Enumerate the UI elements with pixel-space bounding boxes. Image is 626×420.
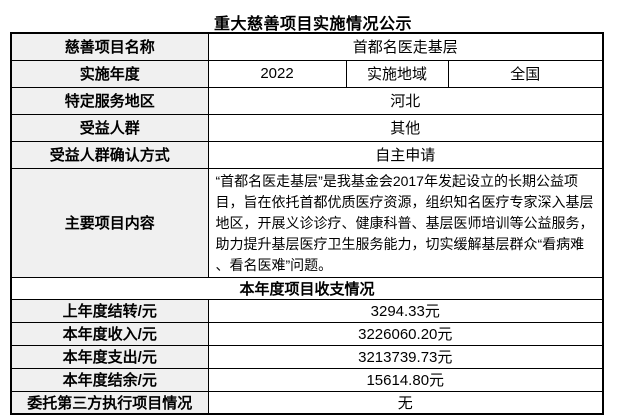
current-year-income-value: 3226060.20元 bbox=[207, 321, 604, 346]
prev-year-carryover-label: 上年度结转/元 bbox=[10, 298, 209, 323]
specific-service-area-value: 河北 bbox=[207, 86, 604, 115]
section-header: 本年度项目收支情况 bbox=[10, 276, 604, 300]
main-content-line: 目，旨在依托首都优质医疗资源，组织知名医疗专家深入基层 bbox=[215, 193, 594, 210]
row-third-party-execution: 委托第三方执行项目情况 无 bbox=[10, 390, 604, 415]
row-current-year-expense: 本年度支出/元 3213739.73元 bbox=[10, 344, 604, 369]
project-name-value: 首都名医走基层 bbox=[207, 32, 604, 61]
row-project-name: 慈善项目名称 首都名医走基层 bbox=[10, 32, 604, 61]
main-content-line: 地区，开展义诊诊疗、健康科普、基层医师培训等公益服务， bbox=[215, 214, 594, 231]
third-party-execution-value: 无 bbox=[207, 390, 604, 415]
current-year-balance-value: 15614.80元 bbox=[207, 367, 604, 392]
main-content-value: “首都名医走基层”是我基金会2017年发起设立的长期公益项 目，旨在依托首都优质… bbox=[207, 167, 604, 278]
row-section-header: 本年度项目收支情况 bbox=[10, 276, 604, 300]
row-implementation-year: 实施年度 2022 实施地域 全国 bbox=[10, 59, 604, 88]
row-main-content: 主要项目内容 “首都名医走基层”是我基金会2017年发起设立的长期公益项 目，旨… bbox=[10, 167, 604, 278]
project-name-label: 慈善项目名称 bbox=[10, 32, 209, 61]
beneficiary-confirmation-value: 自主申请 bbox=[207, 140, 604, 169]
current-year-balance-label: 本年度结余/元 bbox=[10, 367, 209, 392]
implementation-region-label: 实施地域 bbox=[345, 59, 449, 88]
main-content-line: “首都名医走基层”是我基金会2017年发起设立的长期公益项 bbox=[215, 172, 578, 189]
row-prev-year-carryover: 上年度结转/元 3294.33元 bbox=[10, 298, 604, 323]
implementation-region-value: 全国 bbox=[447, 59, 604, 88]
row-current-year-balance: 本年度结余/元 15614.80元 bbox=[10, 367, 604, 392]
main-content-line: 助力提升基层医疗卫生服务能力，切实缓解基层群众“看病难 bbox=[215, 235, 585, 252]
beneficiary-group-value: 其他 bbox=[207, 113, 604, 142]
prev-year-carryover-value: 3294.33元 bbox=[207, 298, 604, 323]
implementation-year-value: 2022 bbox=[207, 59, 347, 88]
row-current-year-income: 本年度收入/元 3226060.20元 bbox=[10, 321, 604, 346]
row-beneficiary-confirmation: 受益人群确认方式 自主申请 bbox=[10, 140, 604, 169]
row-specific-service-area: 特定服务地区 河北 bbox=[10, 86, 604, 115]
main-content-label: 主要项目内容 bbox=[10, 167, 209, 278]
specific-service-area-label: 特定服务地区 bbox=[10, 86, 209, 115]
page-title: 重大慈善项目实施情况公示 bbox=[213, 16, 412, 33]
third-party-execution-label: 委托第三方执行项目情况 bbox=[10, 390, 209, 415]
current-year-expense-value: 3213739.73元 bbox=[207, 344, 604, 369]
main-content-line: 、看名医难”问题。 bbox=[215, 256, 333, 273]
current-year-expense-label: 本年度支出/元 bbox=[10, 344, 209, 369]
row-beneficiary-group: 受益人群 其他 bbox=[10, 113, 604, 142]
current-year-income-label: 本年度收入/元 bbox=[10, 321, 209, 346]
implementation-year-label: 实施年度 bbox=[10, 59, 209, 88]
beneficiary-confirmation-label: 受益人群确认方式 bbox=[10, 140, 209, 169]
disclosure-table: 慈善项目名称 首都名医走基层 实施年度 2022 实施地域 全国 特定服务地区 … bbox=[10, 32, 605, 415]
beneficiary-group-label: 受益人群 bbox=[10, 113, 209, 142]
